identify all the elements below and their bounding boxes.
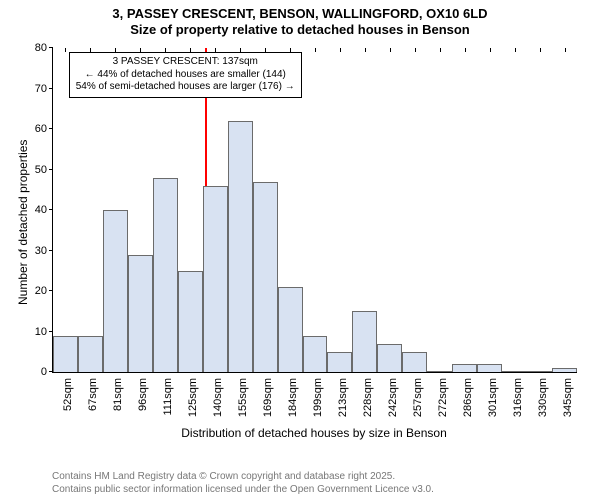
x-tick-label: 301sqm — [487, 378, 499, 417]
x-tick-mark — [415, 48, 416, 52]
footer-line-2: Contains public sector information licen… — [52, 484, 600, 497]
subject-annotation-box: 3 PASSEY CRESCENT: 137sqm← 44% of detach… — [69, 52, 302, 98]
x-tick-label: 67sqm — [87, 378, 99, 411]
y-tick-label: 20 — [35, 285, 53, 297]
x-axis-label: Distribution of detached houses by size … — [52, 426, 576, 440]
x-tick-label: 286sqm — [462, 378, 474, 417]
chart-container: Number of detached properties 3 PASSEY C… — [0, 40, 600, 460]
x-tick-mark — [440, 48, 441, 52]
x-tick-label: 199sqm — [312, 378, 324, 417]
x-tick-mark — [65, 48, 66, 52]
histogram-bar — [203, 186, 228, 372]
annotation-line: 54% of semi-detached houses are larger (… — [76, 81, 295, 94]
y-tick-label: 80 — [35, 42, 53, 54]
y-tick-mark — [49, 47, 53, 48]
x-tick-label: 155sqm — [237, 378, 249, 417]
x-tick-mark — [215, 48, 216, 52]
x-tick-label: 169sqm — [262, 378, 274, 417]
x-tick-label: 257sqm — [412, 378, 424, 417]
x-tick-mark — [515, 48, 516, 52]
histogram-bar — [527, 371, 552, 372]
x-tick-mark — [315, 48, 316, 52]
footer-line-1: Contains HM Land Registry data © Crown c… — [52, 471, 600, 484]
histogram-bar — [303, 336, 328, 372]
y-tick-mark — [49, 290, 53, 291]
y-tick-label: 50 — [35, 164, 53, 176]
y-tick-label: 30 — [35, 245, 53, 257]
x-tick-mark — [190, 48, 191, 52]
histogram-bar — [352, 311, 377, 372]
x-tick-mark — [115, 48, 116, 52]
histogram-bar — [253, 182, 278, 372]
histogram-bar — [477, 364, 502, 372]
y-axis-label: Number of detached properties — [16, 140, 30, 305]
title-line-2: Size of property relative to detached ho… — [0, 22, 600, 38]
histogram-bar — [327, 352, 352, 372]
x-tick-label: 242sqm — [387, 378, 399, 417]
x-tick-label: 228sqm — [362, 378, 374, 417]
x-tick-label: 52sqm — [62, 378, 74, 411]
histogram-bar — [153, 178, 178, 372]
annotation-line: ← 44% of detached houses are smaller (14… — [76, 69, 295, 82]
histogram-bar — [178, 271, 203, 372]
x-tick-mark — [540, 48, 541, 52]
chart-titles: 3, PASSEY CRESCENT, BENSON, WALLINGFORD,… — [0, 0, 600, 39]
x-tick-mark — [165, 48, 166, 52]
x-tick-label: 330sqm — [537, 378, 549, 417]
x-tick-mark — [90, 48, 91, 52]
x-tick-label: 125sqm — [187, 378, 199, 417]
histogram-bar — [53, 336, 78, 372]
histogram-bar — [402, 352, 427, 372]
y-tick-label: 0 — [41, 366, 53, 378]
x-tick-label: 272sqm — [437, 378, 449, 417]
y-tick-label: 70 — [35, 83, 53, 95]
x-tick-mark — [265, 48, 266, 52]
x-tick-label: 96sqm — [137, 378, 149, 411]
histogram-bar — [502, 371, 527, 372]
histogram-bar — [452, 364, 477, 372]
x-tick-mark — [140, 48, 141, 52]
histogram-bar — [78, 336, 103, 372]
y-tick-label: 60 — [35, 123, 53, 135]
x-tick-label: 316sqm — [512, 378, 524, 417]
y-tick-mark — [49, 250, 53, 251]
plot-area: 3 PASSEY CRESCENT: 137sqm← 44% of detach… — [52, 48, 577, 373]
x-tick-mark — [290, 48, 291, 52]
x-tick-mark — [240, 48, 241, 52]
title-line-1: 3, PASSEY CRESCENT, BENSON, WALLINGFORD,… — [0, 6, 600, 22]
x-tick-mark — [465, 48, 466, 52]
y-tick-label: 10 — [35, 326, 53, 338]
y-tick-mark — [49, 169, 53, 170]
y-tick-mark — [49, 88, 53, 89]
footer-attribution: Contains HM Land Registry data © Crown c… — [0, 471, 600, 496]
y-tick-mark — [49, 331, 53, 332]
x-tick-mark — [365, 48, 366, 52]
histogram-bar — [278, 287, 303, 372]
y-tick-label: 40 — [35, 204, 53, 216]
histogram-bar — [228, 121, 253, 372]
x-tick-label: 140sqm — [212, 378, 224, 417]
histogram-bar — [128, 255, 153, 372]
histogram-bar — [427, 371, 452, 372]
y-tick-mark — [49, 209, 53, 210]
x-tick-mark — [565, 48, 566, 52]
x-tick-label: 111sqm — [162, 378, 174, 416]
x-tick-label: 213sqm — [337, 378, 349, 417]
histogram-bar — [103, 210, 128, 372]
x-tick-mark — [340, 48, 341, 52]
x-tick-label: 81sqm — [112, 378, 124, 411]
histogram-bar — [377, 344, 402, 372]
x-tick-label: 345sqm — [562, 378, 574, 417]
x-tick-mark — [390, 48, 391, 52]
x-tick-mark — [490, 48, 491, 52]
x-tick-label: 184sqm — [287, 378, 299, 417]
y-tick-mark — [49, 128, 53, 129]
annotation-line: 3 PASSEY CRESCENT: 137sqm — [76, 56, 295, 69]
histogram-bar — [552, 368, 577, 372]
